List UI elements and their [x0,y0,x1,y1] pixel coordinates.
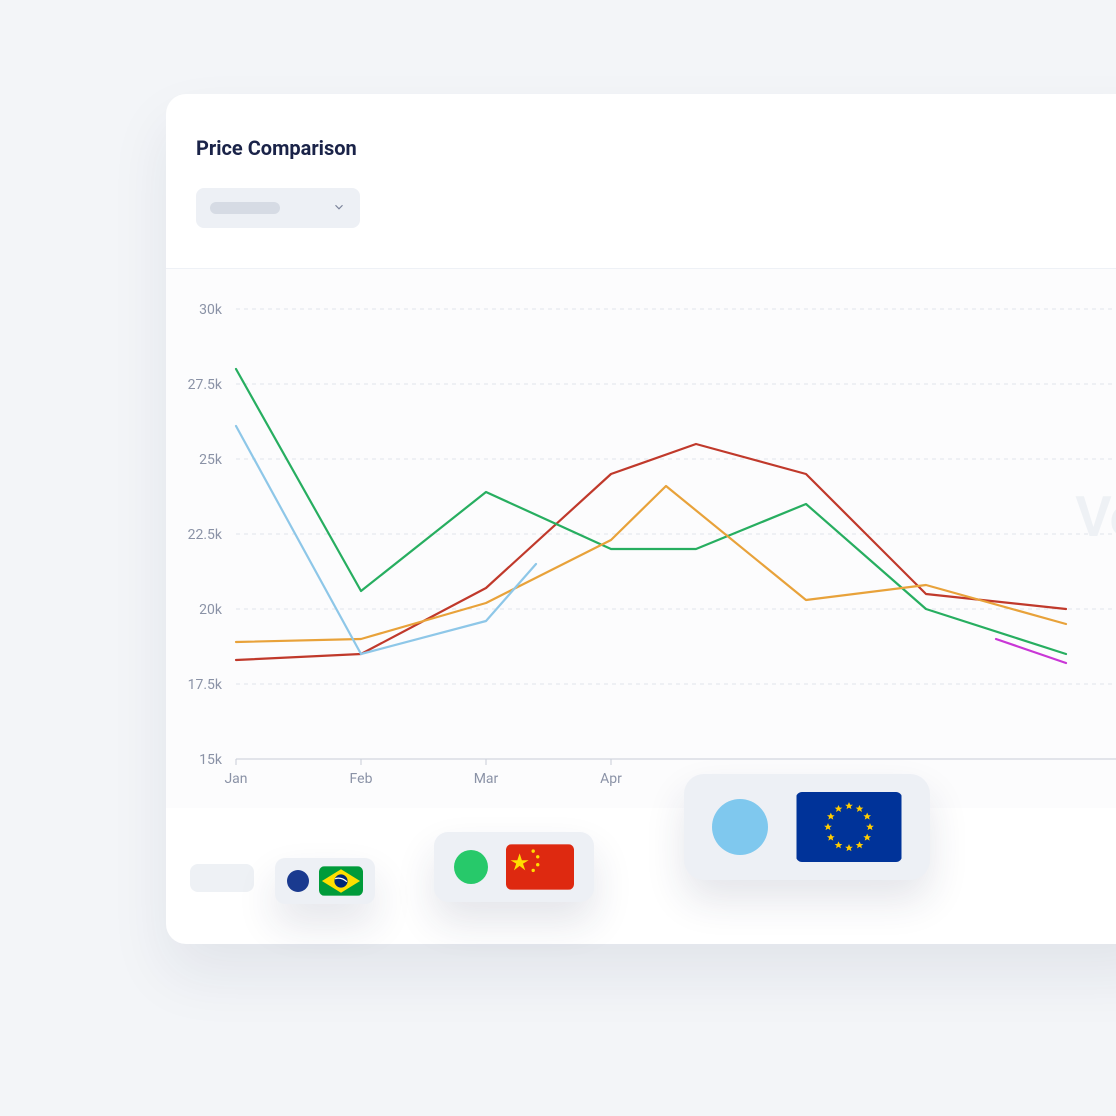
price-comparison-card: Price Comparison 30k 27.5k 25k 22.5k 20k 17.5… [166,94,1116,944]
chart-area: 30k 27.5k 25k 22.5k 20k 17.5k 15kJan Feb Mar Apr [166,268,1116,808]
flag-eu-icon [796,792,902,862]
series-green [236,369,1066,654]
legend-item-china[interactable] [434,832,594,902]
svg-text:Apr: Apr [600,771,622,787]
series-orange [236,486,1066,642]
svg-text:17.5k: 17.5k [188,677,223,693]
svg-text:Feb: Feb [350,771,373,787]
svg-text:15k: 15k [199,752,223,768]
legend-item-eu[interactable] [684,774,930,880]
card-header: Price Comparison [166,94,1116,248]
dropdown-placeholder [210,202,280,214]
svg-text:25k: 25k [199,452,223,468]
chevron-down-icon [332,199,346,218]
legend-swatch [287,870,309,892]
svg-text:Mar: Mar [474,771,499,787]
svg-text:20k: 20k [199,602,223,618]
legend-swatch [454,850,488,884]
period-dropdown[interactable] [196,188,360,228]
legend-row [166,804,1116,924]
flag-china-icon [506,844,574,890]
legend-placeholder [190,864,254,892]
legend-swatch [712,799,768,855]
svg-text:27.5k: 27.5k [188,377,223,393]
card-title: Price Comparison [196,136,1116,160]
flag-brazil-icon [319,866,363,896]
svg-text:22.5k: 22.5k [188,527,223,543]
series-light-blue [236,426,536,654]
svg-text:30k: 30k [199,302,223,318]
line-chart: 30k 27.5k 25k 22.5k 20k 17.5k 15kJan Feb Mar Apr [166,269,1116,809]
svg-text:Jan: Jan [224,771,247,787]
series-red [236,444,1066,660]
legend-item-brazil[interactable] [275,858,375,904]
